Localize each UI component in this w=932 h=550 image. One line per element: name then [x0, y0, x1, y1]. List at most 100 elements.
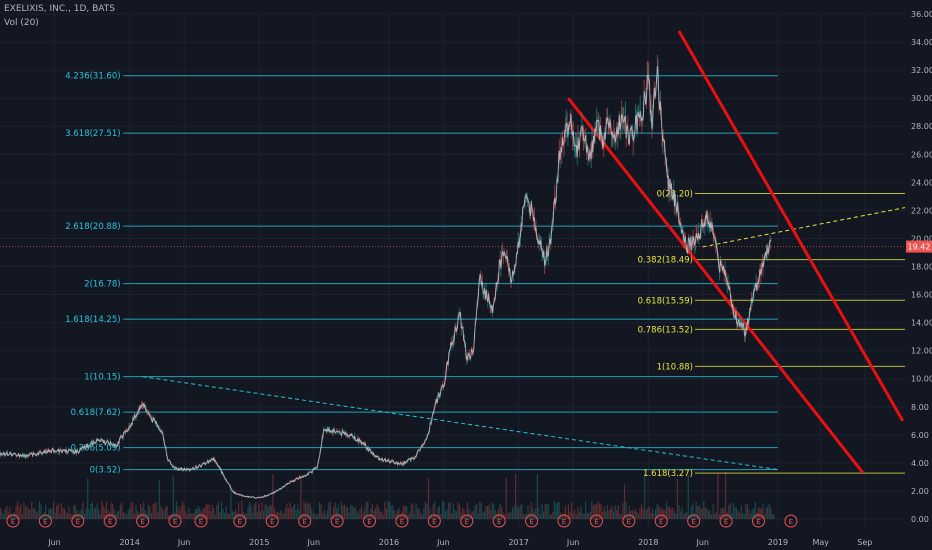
volume-bar	[208, 504, 210, 519]
volume-bar	[353, 507, 355, 519]
volume-bar	[434, 501, 436, 519]
volume-bar	[15, 505, 17, 519]
volume-bar	[670, 508, 672, 519]
volume-bar	[589, 511, 591, 519]
volume-bar	[566, 514, 568, 519]
price-tick-label: 2.00	[911, 487, 929, 496]
volume-bar	[740, 505, 742, 519]
earnings-marker	[784, 514, 798, 528]
earnings-marker-label: E	[43, 518, 47, 526]
volume-bar	[252, 513, 254, 519]
volume-bar	[553, 501, 556, 519]
volume-bar	[712, 503, 714, 519]
volume-bar	[351, 505, 353, 519]
volume-bar	[31, 501, 33, 519]
volume-bar	[88, 509, 90, 519]
volume-bar	[631, 509, 633, 519]
earnings-marker	[71, 514, 85, 528]
volume-bar	[449, 501, 451, 519]
volume-bar	[725, 471, 727, 519]
volume-bar	[735, 507, 738, 519]
volume-bar	[149, 506, 151, 519]
volume-bar	[516, 505, 518, 519]
earnings-marker	[265, 514, 279, 528]
volume-bar	[168, 514, 170, 519]
volume-bar	[521, 504, 523, 519]
volume-bar	[272, 473, 274, 519]
volume-bar	[426, 503, 428, 519]
volume-bar	[714, 514, 716, 519]
time-axis[interactable]: Jun 2014 Jun 2015 Jun 2016 Jun 2017 Jun 2018 Jun 20…	[47, 538, 872, 547]
volume-bar	[458, 504, 461, 519]
volume-bar	[547, 504, 549, 519]
volume-bar	[276, 511, 279, 519]
volume-bar	[541, 503, 543, 519]
volume-bar	[678, 505, 680, 519]
volume-bar	[241, 501, 243, 519]
time-tick-label: 2015	[249, 538, 269, 547]
volume-bar	[693, 513, 696, 519]
volume-bar	[332, 506, 335, 519]
volume-bar	[234, 509, 237, 519]
volume-bar	[298, 509, 300, 519]
volume-bar	[211, 504, 213, 519]
volume-bar	[242, 511, 244, 519]
volume-bar	[762, 503, 764, 519]
volume-bar	[370, 508, 372, 519]
price-tick-label: 16.00	[911, 291, 932, 300]
volume-bar	[267, 507, 269, 519]
volume-bar	[530, 501, 532, 519]
price-tick-label: 24.00	[911, 178, 932, 187]
volume-bar	[140, 503, 142, 519]
volume-bar	[46, 514, 48, 519]
volume-bar	[619, 513, 621, 519]
price-tick-label: 36.00	[911, 10, 932, 19]
volume-bar	[739, 512, 741, 519]
volume-bar	[6, 505, 8, 519]
volume-bar	[339, 513, 341, 519]
volume-bar	[427, 477, 430, 519]
volume-bar	[745, 504, 747, 519]
volume-bar	[230, 484, 232, 519]
volume-bar	[676, 478, 679, 519]
trend-line-dashed	[142, 376, 779, 471]
volume-bar	[222, 509, 224, 519]
volume-bar	[683, 513, 685, 519]
fib-level-label: 0.618(7.62)	[71, 408, 121, 418]
volume-bar	[205, 504, 207, 519]
last-price-badge	[906, 240, 932, 253]
price-axis[interactable]: 0.00 2.00 4.00 6.00 8.00 10.00 12.00 14.00 16.00…	[906, 10, 932, 524]
volume-bar	[337, 504, 339, 519]
volume-bar	[119, 504, 122, 519]
earnings-marker	[136, 514, 150, 528]
volume-bar	[440, 514, 442, 519]
price-tick-label: 30.00	[911, 94, 932, 103]
volume-bar	[248, 501, 251, 519]
volume-bar	[76, 509, 78, 519]
earnings-marker-label: E	[659, 518, 663, 526]
volume-bar	[62, 508, 64, 519]
volume-bar	[269, 504, 271, 519]
volume-bar	[771, 513, 773, 519]
volume-bar	[634, 509, 636, 519]
volume-bar	[163, 510, 165, 519]
volume-bar	[373, 510, 375, 519]
earnings-marker-label: E	[367, 518, 371, 526]
earnings-marker	[38, 514, 52, 528]
volume-bar	[525, 513, 528, 519]
volume-bar	[583, 513, 585, 519]
volume-bar	[90, 503, 92, 519]
volume-bar	[581, 513, 584, 519]
volume-bar	[550, 514, 552, 519]
volume-bar	[314, 513, 316, 519]
volume-bar	[60, 503, 62, 519]
price-tick-label: 10.00	[911, 375, 932, 384]
volume-bar	[605, 511, 607, 519]
volume-bar	[500, 506, 503, 519]
volume-indicator-label[interactable]: Vol (20)	[4, 18, 39, 28]
volume-bar	[653, 513, 655, 519]
volume-bar	[312, 513, 314, 519]
volume-bar	[342, 505, 344, 519]
volume-bar	[258, 503, 260, 519]
